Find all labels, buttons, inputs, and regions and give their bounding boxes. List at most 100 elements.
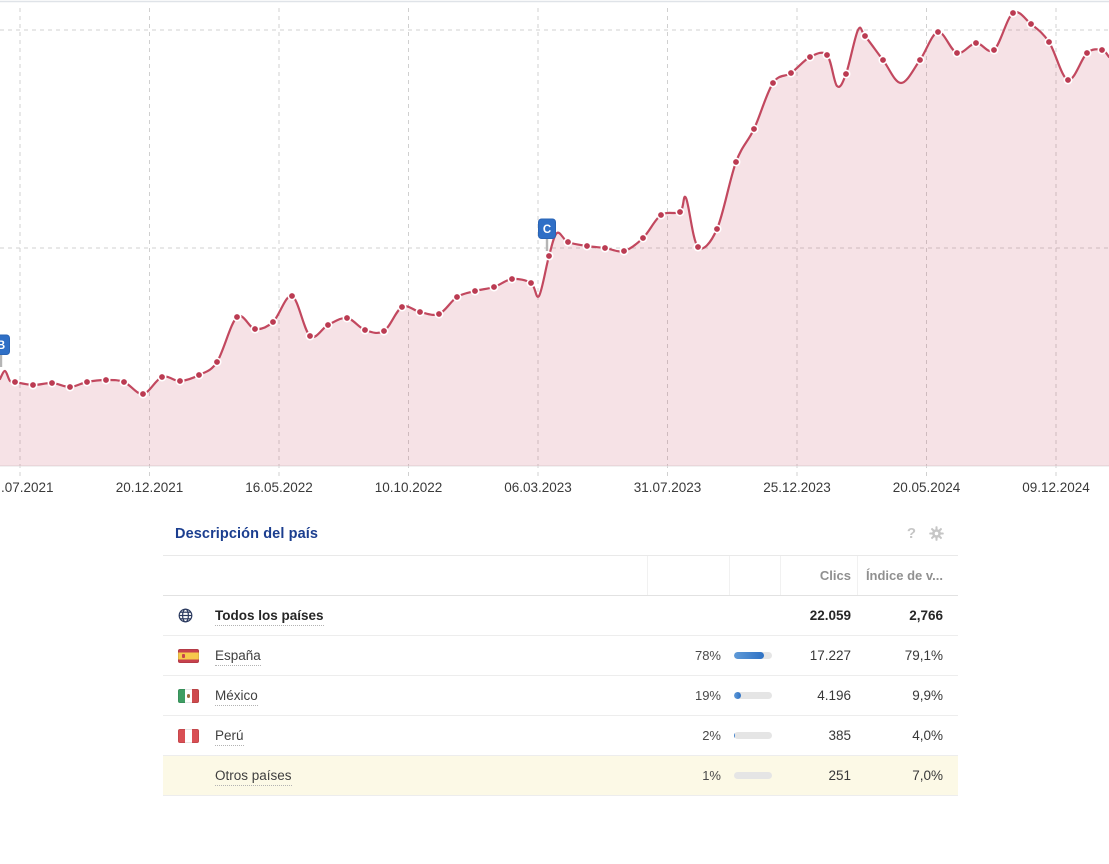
- data-point: [397, 302, 407, 312]
- visibility-chart[interactable]: B C .07.2021 20.12.2021 16.05.2022 10.10.2022…: [0, 0, 1109, 500]
- data-point: [600, 243, 610, 253]
- help-icon[interactable]: ?: [906, 525, 916, 542]
- panel-actions: ?: [907, 526, 944, 541]
- share-bar: [734, 652, 772, 659]
- data-point: [805, 52, 815, 62]
- panel-header: Descripción del país ?: [163, 512, 958, 555]
- country-name-link[interactable]: Todos los países: [215, 607, 324, 626]
- data-point: [65, 382, 75, 392]
- visibility-index-value: 7,0%: [912, 768, 943, 783]
- x-axis-tick-label: .07.2021: [1, 480, 54, 495]
- clicks-value: 385: [828, 728, 851, 743]
- globe-icon: [178, 608, 193, 623]
- data-point: [619, 246, 629, 256]
- data-point: [933, 27, 943, 37]
- data-point: [675, 207, 685, 217]
- svg-text:B: B: [0, 340, 5, 352]
- country-name-link[interactable]: México: [215, 687, 258, 706]
- gear-icon[interactable]: [929, 526, 944, 541]
- x-axis-tick-label: 25.12.2023: [763, 480, 831, 495]
- visibility-index-value: 79,1%: [904, 648, 943, 663]
- data-point: [360, 325, 370, 335]
- table-row: Otros países 1% 251 7,0%: [163, 756, 958, 796]
- data-point: [47, 378, 57, 388]
- data-point: [507, 274, 517, 284]
- visibility-chart-panel: B C .07.2021 20.12.2021 16.05.2022 10.10.2022…: [0, 0, 1109, 500]
- clicks-value: 4.196: [817, 688, 851, 703]
- flag-mx-icon: [178, 688, 199, 703]
- data-point: [452, 292, 462, 302]
- svg-text:C: C: [543, 224, 551, 236]
- data-point: [1008, 8, 1018, 18]
- data-point: [82, 377, 92, 387]
- share-bar: [734, 732, 772, 739]
- data-point: [582, 241, 592, 251]
- country-name-link[interactable]: Otros países: [215, 767, 292, 786]
- country-table-body: Todos los países 22.059 2,766 España 78% 17.2…: [163, 596, 958, 796]
- data-point: [1082, 48, 1092, 58]
- data-point: [470, 286, 480, 296]
- percent-share: 2%: [702, 728, 721, 743]
- x-axis-tick-label: 20.12.2021: [116, 480, 184, 495]
- clicks-value: 22.059: [809, 608, 851, 623]
- panel-title: Descripción del país: [175, 525, 319, 542]
- data-point: [860, 31, 870, 41]
- data-point: [305, 331, 315, 341]
- data-point: [563, 237, 573, 247]
- data-point: [28, 380, 38, 390]
- data-point: [250, 324, 260, 334]
- x-axis-tick-label: 16.05.2022: [245, 480, 313, 495]
- country-name-link[interactable]: Perú: [215, 727, 244, 746]
- column-divider: [647, 556, 729, 595]
- x-axis-tick-label: 09.12.2024: [1022, 480, 1090, 495]
- data-point: [989, 45, 999, 55]
- event-marker-pin-C[interactable]: C: [538, 218, 556, 251]
- data-point: [323, 320, 333, 330]
- data-point: [731, 157, 741, 167]
- data-point: [1063, 75, 1073, 85]
- x-axis-tick-label: 06.03.2023: [504, 480, 572, 495]
- percent-share: 78%: [694, 648, 721, 663]
- percent-share: 19%: [694, 688, 721, 703]
- x-axis-tick-label: 10.10.2022: [375, 480, 443, 495]
- data-point: [342, 313, 352, 323]
- share-bar: [734, 772, 772, 779]
- event-marker-pin-B[interactable]: B: [0, 334, 10, 367]
- data-point: [415, 307, 425, 317]
- data-point: [138, 389, 148, 399]
- data-point: [952, 48, 962, 58]
- data-point: [638, 233, 648, 243]
- flag-es-icon: [178, 648, 199, 663]
- clicks-value: 251: [828, 768, 851, 783]
- data-point: [656, 210, 666, 220]
- clicks-value: 17.227: [809, 648, 851, 663]
- data-point: [194, 370, 204, 380]
- column-header-visibility[interactable]: Índice de v...: [857, 556, 943, 595]
- data-point: [526, 278, 536, 288]
- data-point: [232, 312, 242, 322]
- data-point: [878, 55, 888, 65]
- chart-line: [0, 10, 1109, 396]
- data-point: [489, 282, 499, 292]
- data-point: [915, 55, 925, 65]
- data-point: [379, 326, 389, 336]
- table-row: México 19% 4.196 9,9%: [163, 676, 958, 716]
- x-axis-tick-label: 20.05.2024: [893, 480, 961, 495]
- x-axis-tick-label: 31.07.2023: [634, 480, 702, 495]
- data-point: [786, 68, 796, 78]
- country-name-link[interactable]: España: [215, 647, 261, 666]
- data-point: [544, 251, 554, 261]
- data-point: [822, 50, 832, 60]
- table-header-row: Clics Índice de v...: [163, 555, 958, 596]
- data-point: [287, 291, 297, 301]
- data-point: [119, 377, 129, 387]
- column-header-clics[interactable]: Clics: [780, 556, 857, 595]
- flag-pe-icon: [178, 728, 199, 743]
- data-point: [1026, 19, 1036, 29]
- share-bar: [734, 692, 772, 699]
- data-point: [212, 357, 222, 367]
- data-point: [175, 376, 185, 386]
- data-point: [1097, 45, 1107, 55]
- data-point: [101, 375, 111, 385]
- data-point: [712, 224, 722, 234]
